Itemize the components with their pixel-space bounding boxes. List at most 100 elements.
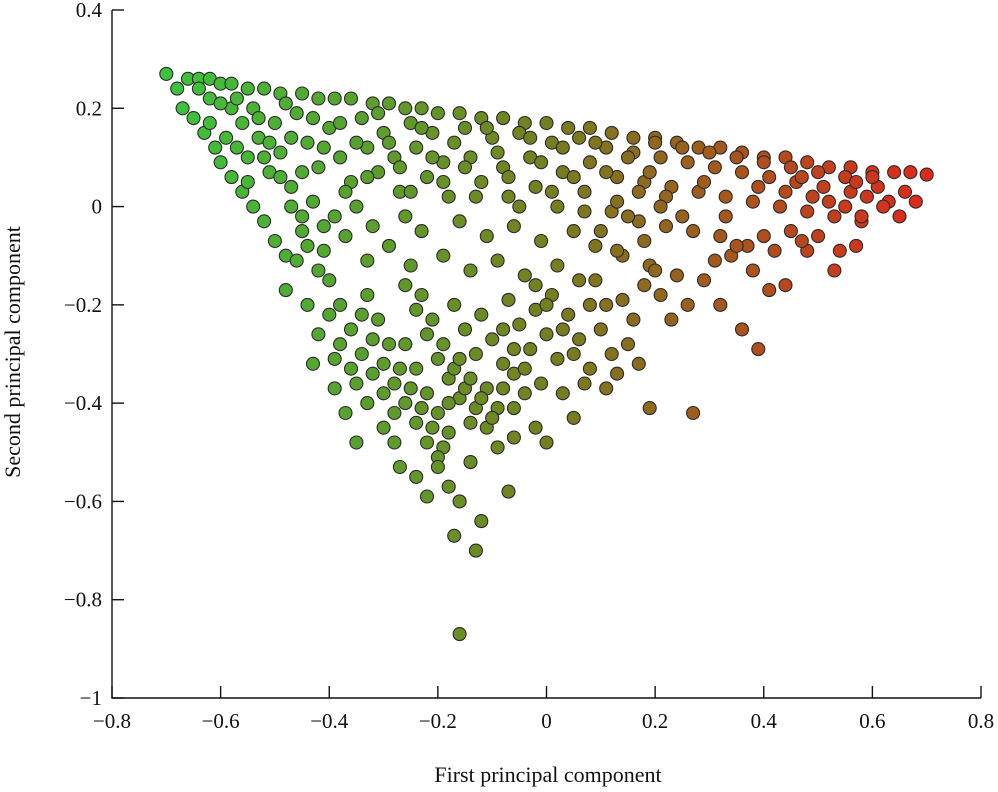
data-point bbox=[729, 238, 744, 253]
data-point bbox=[550, 199, 565, 214]
data-point bbox=[675, 209, 690, 224]
data-point bbox=[854, 209, 869, 224]
data-point bbox=[582, 297, 597, 312]
data-point bbox=[452, 106, 467, 121]
data-point bbox=[213, 155, 228, 170]
data-point bbox=[588, 135, 603, 150]
data-point bbox=[756, 229, 771, 244]
data-point bbox=[610, 366, 625, 381]
data-point bbox=[447, 297, 462, 312]
data-point bbox=[816, 179, 831, 194]
data-point bbox=[588, 273, 603, 288]
data-point bbox=[333, 115, 348, 131]
data-point bbox=[224, 170, 239, 185]
data-point bbox=[653, 287, 668, 303]
data-point bbox=[496, 381, 511, 396]
data-point bbox=[278, 96, 293, 111]
data-point bbox=[295, 86, 310, 101]
data-point bbox=[919, 167, 934, 182]
data-point bbox=[620, 337, 636, 352]
data-point bbox=[436, 174, 451, 190]
data-point bbox=[316, 219, 331, 234]
data-point bbox=[295, 209, 310, 224]
data-point bbox=[534, 233, 549, 249]
data-point bbox=[838, 199, 853, 214]
data-point bbox=[316, 243, 331, 258]
data-point bbox=[333, 337, 348, 352]
data-point bbox=[501, 189, 516, 204]
data-point bbox=[849, 174, 864, 190]
data-point bbox=[561, 120, 576, 135]
data-point bbox=[523, 130, 538, 145]
data-point bbox=[240, 174, 255, 190]
data-point bbox=[338, 405, 353, 421]
data-point bbox=[577, 376, 592, 391]
data-point bbox=[430, 106, 445, 121]
data-point bbox=[555, 322, 570, 337]
data-point bbox=[572, 332, 587, 347]
y-axis-label: Second principal component bbox=[0, 226, 25, 478]
data-point bbox=[333, 297, 348, 312]
data-point bbox=[582, 120, 597, 135]
data-point bbox=[572, 273, 587, 288]
data-point bbox=[295, 165, 310, 180]
data-point bbox=[566, 170, 581, 185]
data-point bbox=[365, 366, 380, 381]
data-point bbox=[713, 229, 728, 244]
data-point bbox=[409, 140, 424, 155]
data-point bbox=[360, 396, 375, 411]
data-point bbox=[289, 253, 304, 268]
data-point bbox=[604, 125, 619, 140]
data-point bbox=[219, 130, 234, 145]
data-point bbox=[273, 170, 288, 185]
data-point bbox=[800, 204, 815, 219]
data-point bbox=[539, 435, 554, 450]
data-point bbox=[827, 209, 842, 224]
data-point bbox=[419, 327, 435, 342]
x-tick-label: 0.4 bbox=[751, 709, 778, 733]
y-tick-label: −0.8 bbox=[64, 588, 102, 612]
data-point bbox=[267, 115, 282, 131]
data-point bbox=[452, 214, 467, 229]
data-point bbox=[354, 307, 369, 322]
data-point bbox=[202, 115, 217, 131]
data-point bbox=[680, 155, 695, 170]
data-point bbox=[441, 425, 456, 440]
x-tick-label: −0.4 bbox=[310, 709, 349, 733]
data-point bbox=[506, 342, 521, 357]
data-point bbox=[257, 81, 272, 96]
data-point bbox=[544, 184, 559, 199]
data-point bbox=[414, 101, 429, 116]
data-point bbox=[762, 170, 777, 185]
data-point bbox=[425, 420, 440, 435]
data-point bbox=[783, 160, 798, 175]
data-point bbox=[295, 224, 310, 239]
data-point bbox=[593, 322, 608, 337]
data-point bbox=[452, 494, 467, 509]
data-point bbox=[887, 165, 902, 180]
data-point bbox=[463, 263, 478, 278]
data-point bbox=[756, 155, 771, 170]
x-tick-label: −0.2 bbox=[419, 709, 457, 733]
data-point bbox=[648, 263, 663, 278]
data-point bbox=[430, 405, 445, 421]
data-point bbox=[892, 209, 907, 224]
data-point bbox=[371, 106, 386, 121]
data-point bbox=[376, 386, 391, 401]
data-point bbox=[512, 199, 527, 214]
data-point bbox=[610, 243, 625, 258]
y-tick-label: 0.4 bbox=[76, 0, 103, 22]
data-point bbox=[501, 170, 516, 185]
data-point bbox=[658, 219, 674, 234]
data-point bbox=[512, 317, 527, 332]
data-point bbox=[811, 165, 826, 180]
data-point bbox=[485, 410, 500, 425]
data-point bbox=[468, 189, 483, 204]
data-point bbox=[392, 459, 407, 475]
data-point bbox=[425, 150, 440, 165]
data-point bbox=[501, 292, 516, 307]
data-point bbox=[539, 297, 554, 312]
data-point bbox=[392, 361, 407, 376]
x-axis-ticks: −0.8 −0.6 −0.4 −0.2 0 0.2 0.4 0.6 0.8 bbox=[93, 686, 994, 733]
